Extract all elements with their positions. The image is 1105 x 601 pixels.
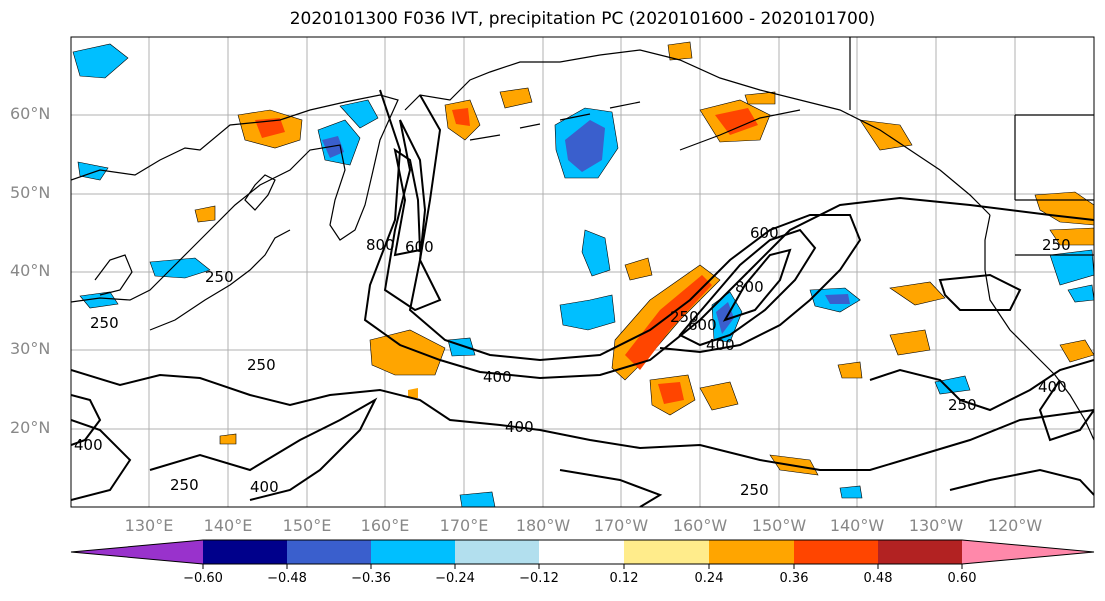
colorbar-tick-label: 0.12 — [609, 571, 639, 586]
contour-label-600-b: 600 — [750, 224, 779, 242]
contour-label-250-g: 250 — [670, 308, 699, 326]
ivt-contours — [71, 89, 1094, 507]
coastlines — [71, 37, 1094, 441]
colorbar-tick-label: 0.48 — [863, 571, 893, 586]
colorbar-segment — [371, 540, 455, 564]
lon-label-180w: 180°W — [515, 516, 571, 535]
contour-label-250-f: 250 — [948, 396, 977, 414]
colorbar-tick-label: −0.60 — [183, 571, 223, 586]
contour-label-400-c: 400 — [250, 478, 279, 496]
colorbar-tick-label: −0.48 — [267, 571, 307, 586]
contour-label-250-a: 250 — [205, 268, 234, 286]
colorbar-segment — [794, 540, 878, 564]
contour-label-400-d: 400 — [706, 336, 735, 354]
precip-negative-patches — [72, 43, 1094, 507]
map-title: 2020101300 F036 IVT, precipitation PC (2… — [289, 9, 876, 29]
contour-label-400-a: 400 — [483, 368, 512, 386]
contour-label-250-e: 250 — [740, 481, 769, 499]
colorbar-tick-label: 0.60 — [947, 571, 977, 586]
colorbar-extend-high — [962, 540, 1094, 564]
colorbar-tick-label: −0.24 — [435, 571, 475, 586]
contour-label-600-a: 600 — [405, 238, 434, 256]
lat-label-50n: 50°N — [10, 183, 51, 202]
colorbar-segment — [709, 540, 794, 564]
lon-label-130w: 130°W — [908, 516, 964, 535]
colorbar-tick-label: −0.12 — [519, 571, 559, 586]
lon-label-170w: 170°W — [593, 516, 649, 535]
colorbar-segment — [455, 540, 539, 564]
contour-label-250-h: 250 — [1042, 236, 1071, 254]
colorbar — [70, 539, 1095, 569]
lat-label-60n: 60°N — [10, 104, 51, 123]
lon-label-140e: 140°E — [203, 516, 253, 535]
lon-label-150e: 150°E — [282, 516, 332, 535]
colorbar-segment — [624, 540, 709, 564]
colorbar-tick-label: 0.24 — [694, 571, 724, 586]
map-frame — [70, 36, 1095, 508]
lon-label-120w: 120°W — [987, 516, 1043, 535]
lat-label-20n: 20°N — [10, 418, 51, 437]
lon-label-150w: 150°W — [751, 516, 807, 535]
contour-label-400-b: 400 — [505, 418, 534, 436]
contour-label-400-f: 400 — [1038, 378, 1067, 396]
lon-label-170e: 170°E — [439, 516, 489, 535]
contour-label-250-d: 250 — [170, 476, 199, 494]
colorbar-segment — [287, 540, 371, 564]
colorbar-tick-label: −0.36 — [351, 571, 391, 586]
lon-label-130e: 130°E — [124, 516, 174, 535]
contour-label-600-c: 600 — [688, 316, 717, 334]
contour-label-250-b: 250 — [90, 314, 119, 332]
colorbar-segment — [203, 540, 287, 564]
lat-label-30n: 30°N — [10, 339, 51, 358]
colorbar-segment — [878, 540, 962, 564]
contour-label-400-e: 400 — [74, 436, 103, 454]
colorbar-tick-label: 0.36 — [779, 571, 809, 586]
lon-label-160w: 160°W — [672, 516, 728, 535]
lon-label-160e: 160°E — [360, 516, 410, 535]
contour-label-800-a: 800 — [366, 236, 395, 254]
contour-labels: 250 250 250 250 250 250 400 400 400 400 … — [74, 224, 1071, 499]
lon-label-140w: 140°W — [829, 516, 885, 535]
lat-label-40n: 40°N — [10, 261, 51, 280]
colorbar-extend-low — [71, 540, 203, 564]
contour-label-250-c: 250 — [247, 356, 276, 374]
contour-label-800-b: 800 — [735, 278, 764, 296]
colorbar-segment — [539, 540, 624, 564]
